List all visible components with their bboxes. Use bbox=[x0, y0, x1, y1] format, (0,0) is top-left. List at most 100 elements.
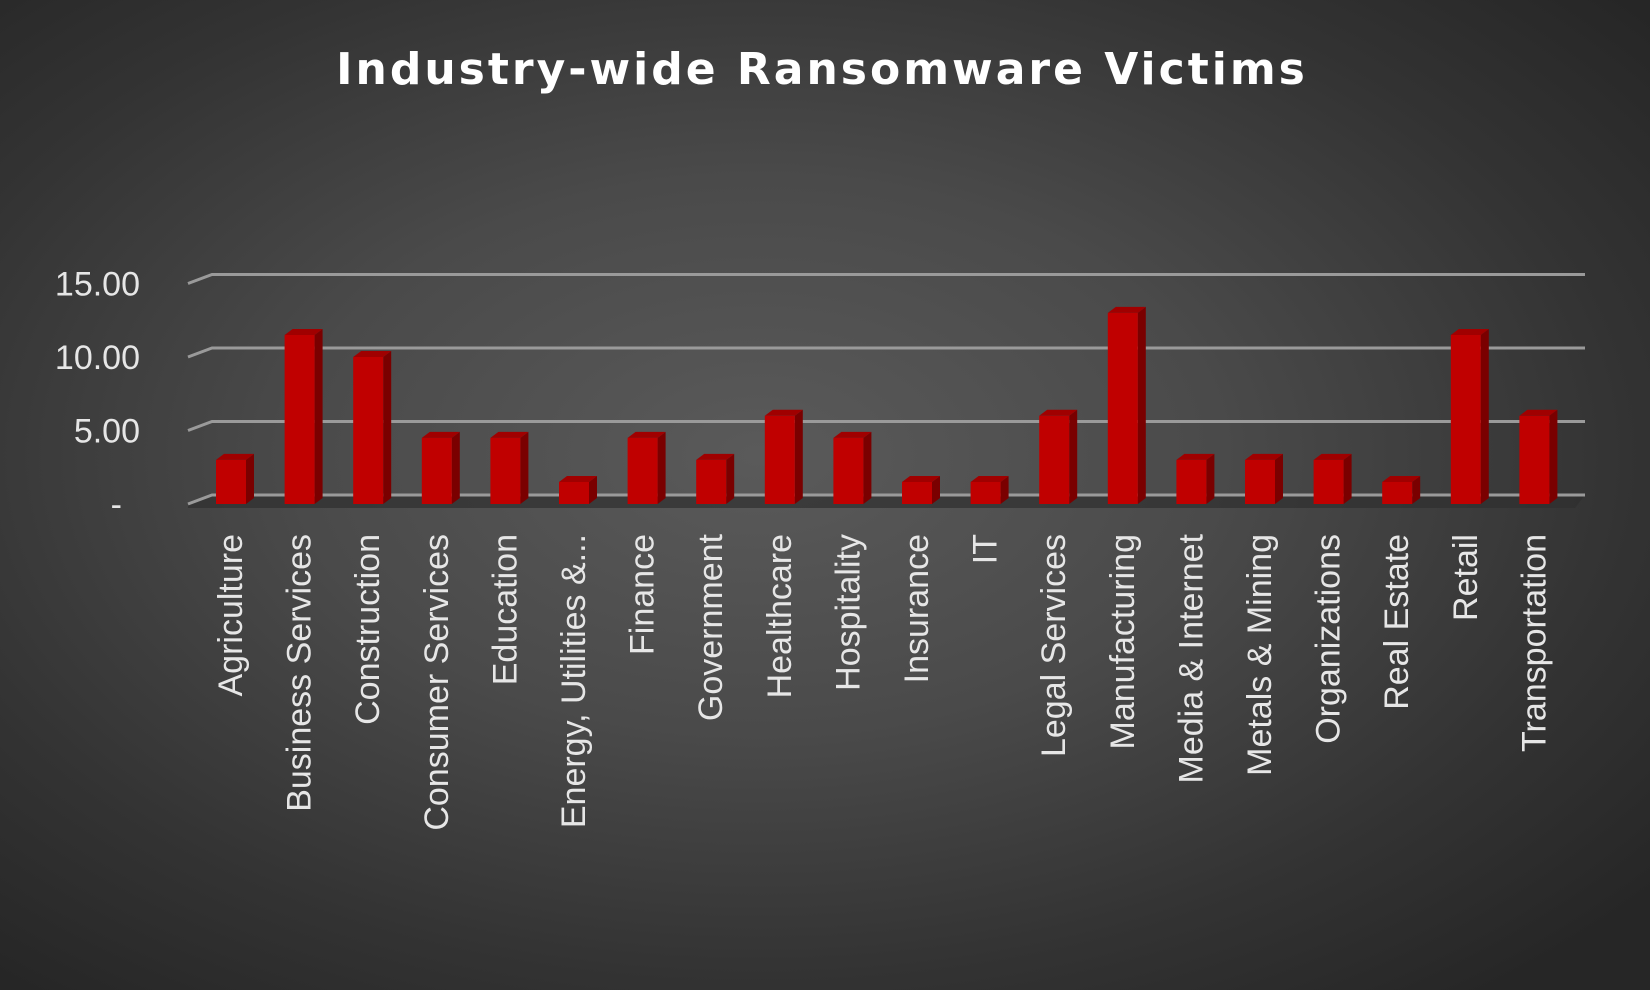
bar bbox=[1519, 409, 1558, 504]
x-tick-label: Energy, Utilities &... bbox=[555, 534, 593, 828]
y-axis-tick-labels: - 5.00 10.00 15.00 bbox=[55, 266, 140, 525]
gridline-5 bbox=[187, 420, 1585, 432]
bar bbox=[353, 351, 392, 504]
bar-side bbox=[657, 431, 666, 504]
gridline-10 bbox=[187, 346, 1585, 359]
x-tick-label: Finance bbox=[624, 534, 662, 655]
bar-top bbox=[1382, 475, 1421, 482]
bar-top bbox=[421, 431, 460, 438]
bar-top bbox=[216, 453, 254, 460]
x-tick-label: Business Services bbox=[281, 534, 319, 812]
bar-side bbox=[1412, 475, 1421, 504]
bar-front bbox=[970, 481, 1001, 504]
x-tick-label: Metals & Mining bbox=[1241, 534, 1279, 776]
bar-top bbox=[902, 475, 940, 482]
gridline-15 bbox=[187, 273, 1585, 285]
bar-side bbox=[932, 475, 940, 504]
bars bbox=[216, 306, 1558, 504]
bar-side bbox=[1137, 306, 1146, 504]
bar-side bbox=[726, 453, 735, 504]
y-tick-label: 15.00 bbox=[55, 266, 140, 304]
bar-side bbox=[1069, 409, 1078, 504]
x-axis-tick-labels: Agriculture Business Services Construction… bbox=[212, 533, 1553, 830]
bar-front bbox=[833, 437, 864, 504]
bar-front bbox=[216, 459, 246, 504]
bar bbox=[421, 431, 460, 504]
bar bbox=[902, 475, 940, 504]
bar bbox=[216, 453, 254, 504]
bar-top bbox=[1450, 328, 1489, 335]
bar bbox=[490, 431, 529, 504]
bar-front bbox=[559, 481, 589, 504]
bar-front bbox=[490, 437, 521, 504]
bar-top bbox=[1176, 453, 1215, 460]
bar-side bbox=[1275, 453, 1283, 504]
bar-side bbox=[383, 351, 392, 504]
chart-title: Industry-wide Ransomware Victims bbox=[336, 44, 1308, 95]
bar-side bbox=[314, 328, 323, 504]
bar bbox=[1450, 328, 1489, 504]
bar bbox=[1039, 409, 1078, 504]
x-tick-label: Legal Services bbox=[1035, 534, 1073, 757]
x-tick-label: Manufacturing bbox=[1104, 534, 1142, 749]
bar-front bbox=[1176, 459, 1207, 504]
bar-front bbox=[1382, 481, 1413, 504]
bar-front bbox=[902, 481, 932, 504]
bar bbox=[559, 475, 597, 504]
bar-front bbox=[1313, 459, 1344, 504]
bar bbox=[284, 328, 323, 504]
x-tick-label: Education bbox=[486, 534, 524, 685]
x-tick-label: Insurance bbox=[898, 534, 936, 683]
bar-front bbox=[764, 415, 795, 504]
bar-side bbox=[520, 431, 529, 504]
x-tick-label: Government bbox=[692, 533, 730, 721]
gridlines bbox=[187, 273, 1585, 508]
bar-top bbox=[1039, 409, 1078, 416]
bar-side bbox=[589, 475, 597, 504]
bar-top bbox=[1107, 306, 1146, 313]
x-tick-label: Construction bbox=[349, 534, 387, 725]
bar-front bbox=[627, 437, 658, 504]
bar-side bbox=[863, 431, 872, 504]
bar bbox=[764, 409, 803, 504]
bar-side bbox=[1549, 409, 1558, 504]
bar bbox=[696, 453, 735, 504]
bar-top bbox=[1313, 453, 1352, 460]
bar bbox=[1313, 453, 1352, 504]
x-tick-label: Hospitality bbox=[829, 534, 867, 691]
bar-top bbox=[970, 475, 1009, 482]
x-tick-label: Healthcare bbox=[761, 534, 799, 698]
bar bbox=[1382, 475, 1421, 504]
bar-side bbox=[1480, 328, 1489, 504]
bar-front bbox=[696, 459, 727, 504]
bar-top bbox=[1245, 453, 1283, 460]
bar-front bbox=[1450, 334, 1481, 504]
bar bbox=[833, 431, 872, 504]
bar-side bbox=[451, 431, 460, 504]
bar-top bbox=[764, 409, 803, 416]
bar-front bbox=[421, 437, 452, 504]
bar-front bbox=[1519, 415, 1550, 504]
bar bbox=[627, 431, 666, 504]
bar-side bbox=[1343, 453, 1352, 504]
bar-front bbox=[1039, 415, 1070, 504]
x-tick-label: IT bbox=[967, 534, 1005, 564]
bar-top bbox=[353, 351, 392, 357]
bar-top bbox=[284, 328, 323, 335]
x-tick-label: Organizations bbox=[1310, 534, 1348, 744]
bar-top bbox=[1519, 409, 1558, 416]
bar-front bbox=[1107, 312, 1138, 504]
bar-top bbox=[696, 453, 735, 460]
bar bbox=[1107, 306, 1146, 504]
x-tick-label: Transportation bbox=[1515, 534, 1553, 752]
bar-front bbox=[353, 357, 384, 504]
chart-floor bbox=[188, 495, 1585, 508]
x-tick-label: Retail bbox=[1447, 534, 1485, 621]
bar bbox=[1245, 453, 1283, 504]
y-tick-label: 5.00 bbox=[74, 413, 140, 451]
x-tick-label: Media & Internet bbox=[1172, 533, 1210, 783]
bar-top bbox=[833, 431, 872, 438]
x-tick-label: Consumer Services bbox=[418, 534, 456, 831]
bar-side bbox=[794, 409, 803, 504]
